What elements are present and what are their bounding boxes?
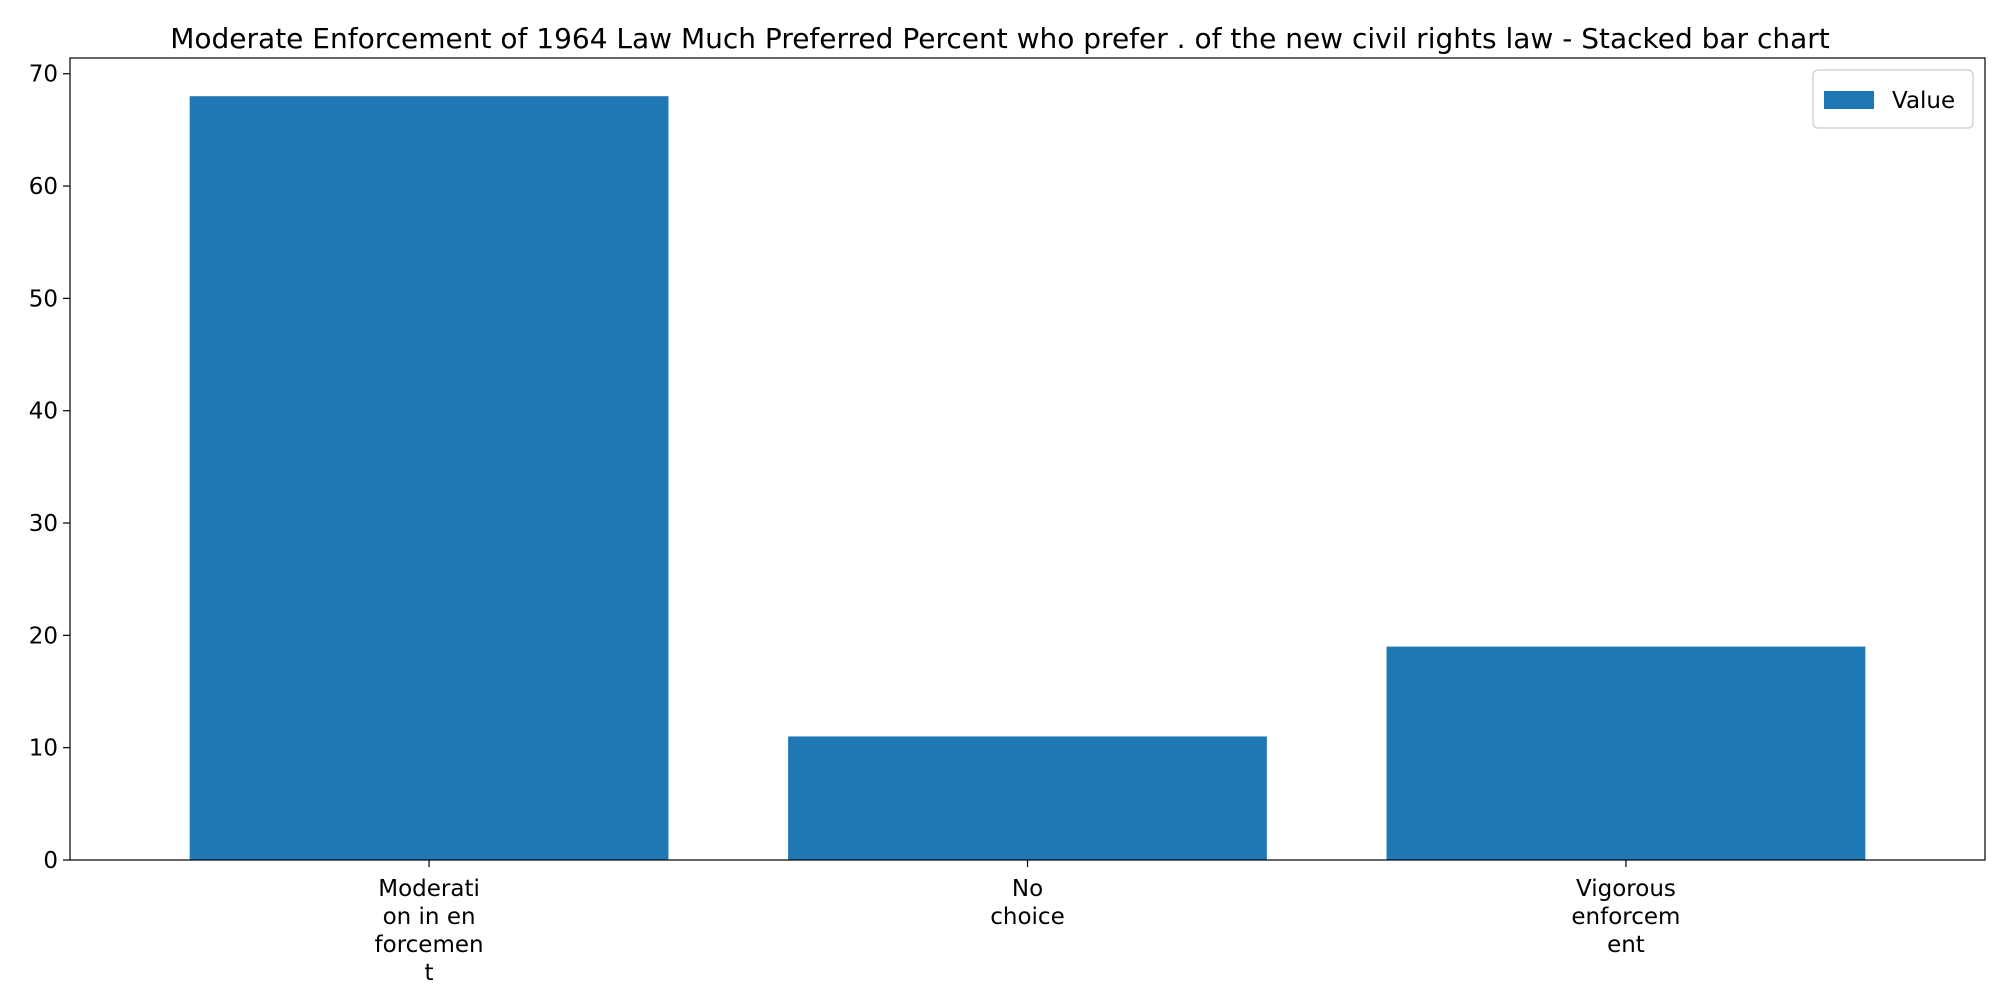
x-tick-label: forcemen <box>375 932 484 958</box>
legend: Value <box>1812 69 1974 129</box>
x-tick-label: Moderati <box>378 876 480 902</box>
x-tick-label: enforcem <box>1571 904 1680 930</box>
y-tick-label: 30 <box>29 511 58 537</box>
y-tick-label: 10 <box>29 736 58 762</box>
legend-box <box>1812 69 1974 129</box>
legend-label: Value <box>1892 88 1955 114</box>
y-tick-label: 50 <box>29 286 58 312</box>
x-tick-label: ent <box>1607 932 1645 958</box>
x-tick-label: Vigorous <box>1576 876 1676 902</box>
y-tick-label: 60 <box>29 174 58 200</box>
x-tick-label: No <box>1012 876 1043 902</box>
bar-0 <box>189 96 669 860</box>
x-tick-label: t <box>425 960 434 986</box>
y-tick-label: 0 <box>43 848 58 874</box>
y-tick-label: 70 <box>29 62 58 88</box>
x-tick-label: choice <box>990 904 1064 930</box>
legend-swatch <box>1824 91 1874 109</box>
bars-layer <box>189 96 1866 860</box>
chart-title: Moderate Enforcement of 1964 Law Much Pr… <box>170 22 1830 55</box>
y-tick-label: 40 <box>29 399 58 425</box>
bar-1 <box>788 736 1267 860</box>
bar-2 <box>1386 646 1866 860</box>
y-tick-label: 20 <box>29 623 58 649</box>
x-tick-label: on in en <box>383 904 476 930</box>
